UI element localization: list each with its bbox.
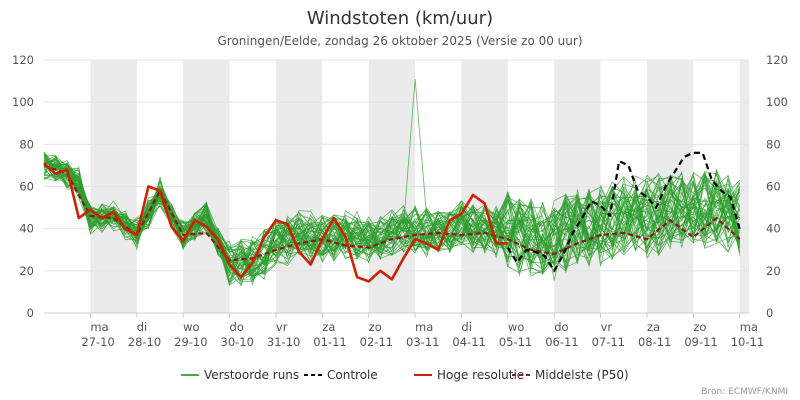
x-tick-date-11: 07-11 bbox=[592, 335, 625, 349]
chart-title: Windstoten (km/uur) bbox=[307, 8, 493, 29]
main-series bbox=[43, 151, 741, 283]
x-tick-day-12: za bbox=[647, 320, 660, 334]
x-tick-day-5: za bbox=[322, 320, 335, 334]
x-axis: ma27-10di28-10wo29-10do30-10vr31-10za01-… bbox=[81, 313, 764, 349]
ensemble-run-36 bbox=[43, 165, 741, 287]
legend-label-1: Controle bbox=[327, 368, 378, 382]
legend: Verstoorde runs Controle Hoge resolutie Mid… bbox=[181, 368, 629, 382]
y-tick-left-40: 40 bbox=[19, 222, 34, 236]
x-tick-day-9: wo bbox=[508, 320, 524, 334]
x-tick-day-3: do bbox=[230, 320, 244, 334]
x-tick-day-14: ma bbox=[740, 320, 758, 334]
x-tick-day-7: ma bbox=[415, 320, 433, 334]
legend-label-2: Hoge resolutie bbox=[437, 368, 524, 382]
y-axis-right: 0 20 40 60 80 100 120 bbox=[766, 53, 788, 320]
y-tick-left-0: 0 bbox=[27, 306, 34, 320]
x-tick-day-0: ma bbox=[90, 320, 108, 334]
legend-label-0: Verstoorde runs bbox=[204, 368, 299, 382]
x-tick-date-9: 05-11 bbox=[499, 335, 532, 349]
series-middelste-p50- bbox=[43, 164, 741, 262]
x-tick-date-3: 30-10 bbox=[221, 335, 254, 349]
x-tick-date-5: 01-11 bbox=[313, 335, 346, 349]
series-hoge-resolutie bbox=[43, 162, 508, 283]
x-tick-date-2: 29-10 bbox=[174, 335, 207, 349]
grid-lines bbox=[44, 59, 749, 314]
ensemble-run-46 bbox=[43, 155, 741, 284]
y-tick-right-80: 80 bbox=[766, 137, 781, 151]
ensemble-run-31 bbox=[43, 159, 741, 274]
x-tick-date-10: 06-11 bbox=[545, 335, 578, 349]
ensemble-run-48 bbox=[43, 162, 740, 282]
x-tick-date-6: 02-11 bbox=[360, 335, 393, 349]
credit-text: Bron: ECMWF/KNMI bbox=[701, 387, 788, 397]
x-tick-date-13: 09-11 bbox=[684, 335, 717, 349]
x-tick-day-11: vr bbox=[601, 320, 613, 334]
chart-subtitle: Groningen/Eelde, zondag 26 oktober 2025 … bbox=[217, 34, 582, 48]
x-tick-day-4: vr bbox=[276, 320, 288, 334]
x-tick-day-10: do bbox=[554, 320, 568, 334]
x-tick-day-8: di bbox=[461, 320, 472, 334]
x-tick-date-8: 04-11 bbox=[452, 335, 485, 349]
y-tick-left-60: 60 bbox=[19, 180, 34, 194]
x-tick-day-6: zo bbox=[369, 320, 382, 334]
y-tick-right-40: 40 bbox=[766, 222, 781, 236]
ensemble-run-49 bbox=[43, 156, 741, 286]
y-tick-left-120: 120 bbox=[12, 53, 34, 67]
y-tick-right-20: 20 bbox=[766, 264, 781, 278]
y-tick-left-20: 20 bbox=[19, 264, 34, 278]
y-tick-right-60: 60 bbox=[766, 180, 781, 194]
y-tick-right-0: 0 bbox=[766, 306, 773, 320]
x-tick-date-7: 03-11 bbox=[406, 335, 439, 349]
x-tick-date-4: 31-10 bbox=[267, 335, 300, 349]
x-tick-date-0: 27-10 bbox=[81, 335, 114, 349]
x-tick-day-1: di bbox=[137, 320, 148, 334]
ensemble-run-42 bbox=[43, 167, 740, 267]
x-tick-date-12: 08-11 bbox=[638, 335, 671, 349]
y-tick-right-100: 100 bbox=[766, 95, 788, 109]
y-tick-right-120: 120 bbox=[766, 53, 788, 67]
legend-label-3: Middelste (P50) bbox=[535, 368, 629, 382]
x-tick-date-14: 10-11 bbox=[731, 335, 764, 349]
y-tick-left-80: 80 bbox=[19, 137, 34, 151]
y-axis-left: 0 20 40 60 80 100 120 bbox=[12, 53, 34, 320]
x-tick-day-2: wo bbox=[183, 320, 199, 334]
x-tick-day-13: zo bbox=[693, 320, 706, 334]
y-tick-left-100: 100 bbox=[12, 95, 34, 109]
x-tick-date-1: 28-10 bbox=[128, 335, 161, 349]
ensemble-run-28 bbox=[43, 162, 741, 273]
series-controle bbox=[506, 151, 741, 272]
